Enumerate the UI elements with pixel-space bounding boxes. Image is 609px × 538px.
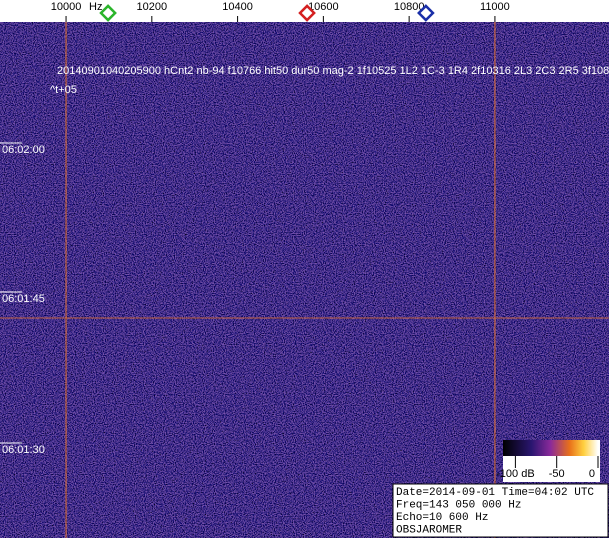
unit-label: Hz <box>89 1 102 13</box>
frequency-marker <box>99 4 117 22</box>
time-label: 06:01:45 <box>2 293 45 305</box>
info-line: Echo=10 600 Hz <box>396 512 488 524</box>
annotation-offset: ^t+05 <box>50 84 77 96</box>
annotation: 20140901040205900 hCnt2 nb-94 f10766 hit… <box>57 65 609 77</box>
tick-label: 10000 <box>51 1 82 13</box>
tick-label: 10800 <box>394 1 425 13</box>
time-label: 06:01:30 <box>2 444 45 456</box>
frequency-marker <box>298 4 316 22</box>
colorbar-label: -100 dB <box>496 468 535 480</box>
colorbar-label: 0 <box>589 468 595 480</box>
frequency-marker <box>417 4 435 22</box>
info-box <box>392 483 609 538</box>
tick-label: 10600 <box>308 1 339 13</box>
time-label: 06:02:00 <box>2 144 45 156</box>
info-line: OBSJAROMER <box>396 524 462 536</box>
colorbar <box>503 440 598 456</box>
tick-label: 11000 <box>480 1 510 13</box>
tick-label: 10400 <box>222 1 253 13</box>
info-line: Date=2014-09-01 Time=04:02 UTC <box>396 487 594 499</box>
info-line: Freq=143 050 000 Hz <box>396 499 521 511</box>
colorbar-label: -50 <box>549 468 565 480</box>
tick-label: 10200 <box>137 1 168 13</box>
